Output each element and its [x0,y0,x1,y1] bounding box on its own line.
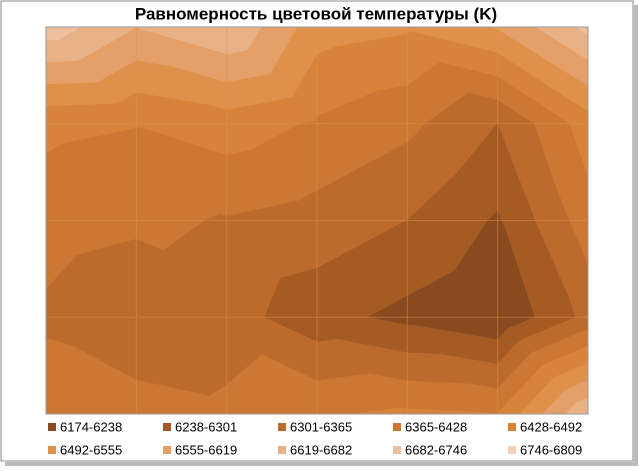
legend-swatch [508,446,516,454]
plot-area [46,27,588,414]
legend-label: 6682-6746 [405,442,467,457]
legend-swatch [393,446,401,454]
legend-label: 6301-6365 [290,419,352,434]
legend-label: 6174-6238 [60,419,122,434]
legend-swatch [278,423,286,431]
legend-label: 6238-6301 [175,419,237,434]
frame-shadow [634,5,638,465]
legend-label: 6428-6492 [520,419,582,434]
legend-swatch [393,423,401,431]
legend-label: 6555-6619 [175,442,237,457]
legend-swatch [278,446,286,454]
legend-swatch [163,446,171,454]
legend-label: 6746-6809 [520,442,582,457]
legend-label: 6492-6555 [60,442,122,457]
legend-swatch [48,446,56,454]
legend-swatch [163,423,171,431]
legend-label: 6365-6428 [405,419,467,434]
legend-label: 6619-6682 [290,442,352,457]
legend-swatch [508,423,516,431]
legend-swatch [48,423,56,431]
chart-title: Равномерность цветовой температуры (K) [135,4,497,23]
frame-shadow [5,462,638,466]
